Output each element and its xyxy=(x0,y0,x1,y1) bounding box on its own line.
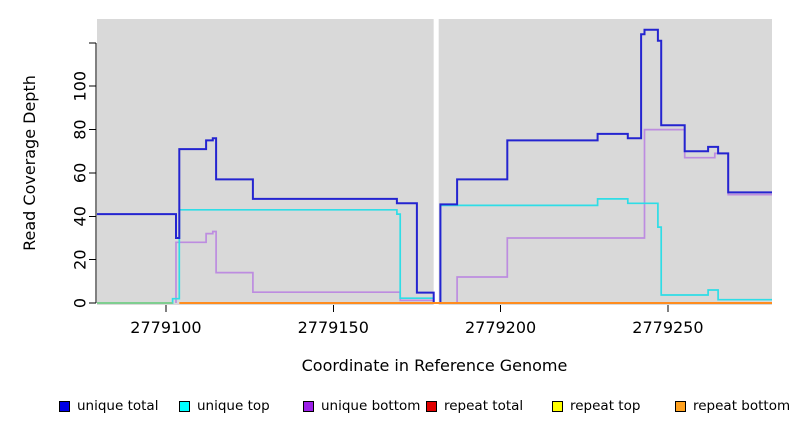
legend: unique total unique top unique bottom repea… xyxy=(0,398,792,418)
y-tick-label: 0 xyxy=(71,298,90,308)
legend-swatch-icon xyxy=(675,400,686,412)
legend-item-unique-total: unique total xyxy=(59,398,158,414)
y-tick-label: 100 xyxy=(71,71,90,102)
no-data-gap-band xyxy=(433,19,439,305)
legend-swatch-icon xyxy=(552,400,563,412)
series-unique-total xyxy=(97,28,772,303)
y-tick-label: 40 xyxy=(71,206,90,226)
x-tick-label: 2779250 xyxy=(632,318,703,337)
y-tick-label: 60 xyxy=(71,163,90,183)
x-axis-title: Coordinate in Reference Genome xyxy=(301,356,568,375)
legend-swatch-icon xyxy=(426,400,437,412)
legend-item-label: unique total xyxy=(77,398,159,414)
legend-item-repeat-top: repeat top xyxy=(552,398,640,414)
legend-item-repeat-bottom: repeat bottom xyxy=(675,398,790,414)
legend-swatch-icon xyxy=(303,400,314,412)
legend-item-label: unique bottom xyxy=(321,398,421,414)
legend-item-label: repeat bottom xyxy=(693,398,791,414)
legend-item-unique-top: unique top xyxy=(179,398,270,414)
legend-swatch-icon xyxy=(59,400,70,412)
x-tick-label: 2779100 xyxy=(130,318,201,337)
legend-item-label: repeat total xyxy=(444,398,524,414)
x-tick-label: 2779150 xyxy=(298,318,369,337)
y-tick-label: 80 xyxy=(71,119,90,139)
y-tick-label: 20 xyxy=(71,249,90,269)
legend-item-label: unique top xyxy=(197,398,270,414)
x-tick-label: 2779200 xyxy=(465,318,536,337)
legend-item-unique-bottom: unique bottom xyxy=(303,398,420,414)
series-unique-top xyxy=(97,198,772,304)
legend-item-repeat-total: repeat total xyxy=(426,398,523,414)
y-axis-title: Read Coverage Depth xyxy=(20,75,39,251)
legend-item-label: repeat top xyxy=(570,398,641,414)
legend-swatch-icon xyxy=(179,400,190,412)
